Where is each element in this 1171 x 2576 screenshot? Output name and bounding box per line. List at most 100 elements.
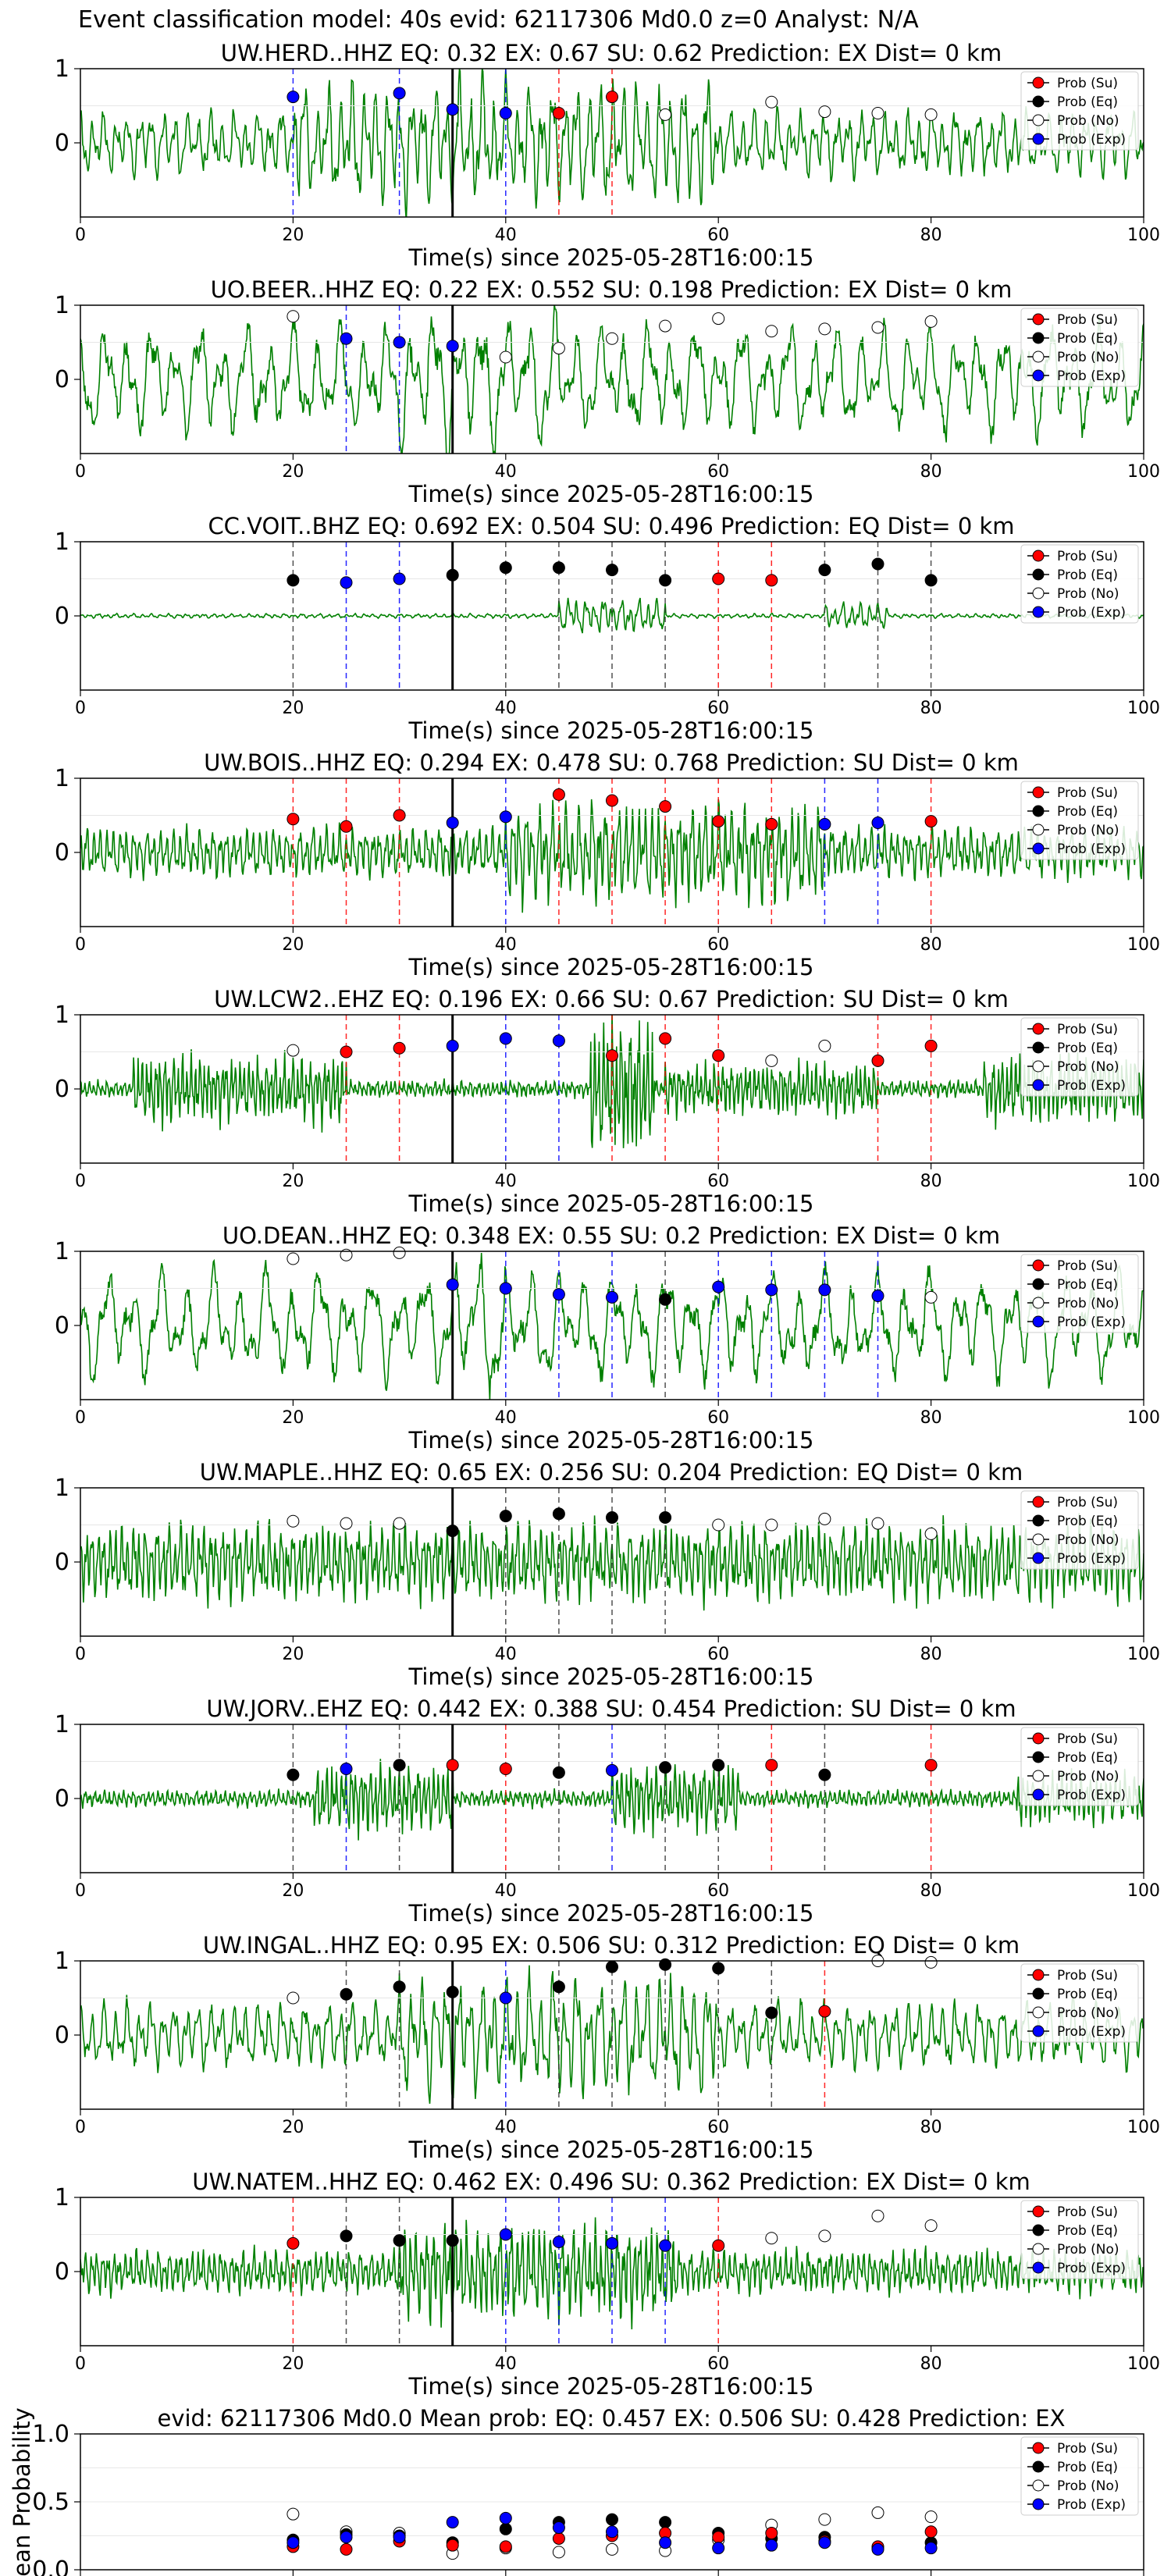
- legend: Prob (Su) Prob (Eq) Prob (No) Prob (Exp): [1020, 1254, 1139, 1333]
- mean-marker-no: [606, 2542, 618, 2556]
- prob-marker-exp: [606, 1763, 618, 1777]
- x-tick-label: 40: [495, 935, 517, 955]
- mean-marker-eq: [606, 2513, 618, 2526]
- prob-marker-exp: [606, 2236, 618, 2250]
- legend-marker: [1032, 2479, 1045, 2492]
- x-tick-label: 40: [495, 226, 517, 245]
- x-tick-label: 0: [75, 1172, 86, 1191]
- legend-marker: [1032, 1060, 1045, 1073]
- legend: Prob (Su) Prob (Eq) Prob (No) Prob (Exp): [1020, 308, 1139, 387]
- x-tick-label: 0: [75, 1408, 86, 1428]
- mean-marker-exp: [871, 2542, 884, 2556]
- x-tick-label: 100: [1127, 1881, 1160, 1901]
- legend-label: Prob (No): [1057, 1532, 1119, 1548]
- legend: Prob (Su) Prob (Eq) Prob (No) Prob (Exp): [1020, 2436, 1139, 2516]
- prob-marker-su: [924, 1039, 938, 1052]
- x-tick-label: 60: [707, 1881, 729, 1901]
- mean-marker-su: [499, 2540, 512, 2553]
- x-tick-label: 80: [920, 226, 942, 245]
- prob-marker-no: [287, 1044, 300, 1057]
- station-panel-3: UW.BOIS..HHZ EQ: 0.294 EX: 0.478 SU: 0.7…: [55, 749, 1160, 980]
- legend-label: Prob (Eq): [1057, 94, 1118, 110]
- legend-label: Prob (Exp): [1057, 2497, 1126, 2513]
- station-panel-4: UW.LCW2..EHZ EQ: 0.196 EX: 0.66 SU: 0.67…: [55, 986, 1160, 1217]
- legend-label: Prob (Eq): [1057, 568, 1118, 583]
- prob-marker-exp: [712, 1280, 725, 1293]
- mean-marker-exp: [499, 2511, 512, 2524]
- x-tick-label: 60: [707, 1645, 729, 1664]
- y-tick-label: 0: [55, 366, 69, 393]
- x-tick-label: 20: [282, 1881, 304, 1901]
- legend-label: Prob (Eq): [1057, 1514, 1118, 1529]
- prob-marker-su: [712, 815, 725, 828]
- x-tick-label: 20: [282, 462, 304, 482]
- prob-marker-no: [871, 1517, 884, 1530]
- legend-marker: [1032, 1278, 1045, 1290]
- legend: Prob (Su) Prob (Eq) Prob (No) Prob (Exp): [1020, 1727, 1139, 1806]
- y-tick-label: 0: [55, 130, 69, 157]
- legend-frame: [1020, 308, 1139, 387]
- y-tick-label: 0: [55, 2022, 69, 2049]
- prob-marker-su: [712, 572, 725, 585]
- x-axis-label: Time(s) since 2025-05-28T16:00:15: [408, 2137, 814, 2163]
- x-axis-label: Time(s) since 2025-05-28T16:00:15: [408, 244, 814, 271]
- prob-marker-exp: [818, 817, 831, 831]
- y-tick-label: 0.0: [32, 2556, 69, 2576]
- x-tick-label: 40: [495, 2354, 517, 2374]
- prob-marker-su: [340, 820, 353, 833]
- x-tick-label: 100: [1127, 1408, 1160, 1428]
- legend: Prob (Su) Prob (Eq) Prob (No) Prob (Exp): [1020, 781, 1139, 860]
- y-tick-label: 1: [55, 1002, 69, 1029]
- prob-marker-exp: [499, 107, 512, 119]
- legend-frame: [1020, 781, 1139, 860]
- legend-label: Prob (No): [1057, 2242, 1119, 2258]
- prob-marker-eq: [552, 1766, 565, 1779]
- prob-marker-eq: [340, 2229, 353, 2243]
- x-tick-label: 40: [495, 2118, 517, 2137]
- panel-title: UO.DEAN..HHZ EQ: 0.348 EX: 0.55 SU: 0.2 …: [222, 1222, 1000, 1249]
- legend-marker: [1032, 587, 1045, 600]
- legend-marker: [1032, 1788, 1045, 1801]
- x-tick-label: 100: [1127, 935, 1160, 955]
- prob-marker-exp: [499, 1991, 512, 2005]
- legend-marker: [1032, 1969, 1045, 1981]
- x-tick-label: 80: [920, 462, 942, 482]
- x-tick-label: 20: [282, 935, 304, 955]
- prob-marker-exp: [446, 1039, 459, 1052]
- prob-marker-su: [765, 1759, 778, 1772]
- prob-marker-eq: [606, 1960, 618, 1973]
- prob-marker-su: [393, 809, 406, 822]
- legend-marker: [1032, 2224, 1045, 2236]
- legend-label: Prob (Exp): [1057, 132, 1126, 148]
- station-panel-6: UW.MAPLE..HHZ EQ: 0.65 EX: 0.256 SU: 0.2…: [55, 1459, 1160, 1690]
- x-tick-label: 20: [282, 1408, 304, 1428]
- prob-marker-no: [659, 319, 672, 333]
- station-panel-8: UW.INGAL..HHZ EQ: 0.95 EX: 0.506 SU: 0.3…: [55, 1932, 1160, 2163]
- y-tick-label: 0: [55, 1785, 69, 1813]
- prob-marker-eq: [659, 1958, 672, 1971]
- legend-label: Prob (No): [1057, 113, 1119, 129]
- prob-marker-exp: [340, 1763, 353, 1775]
- prob-marker-exp: [499, 1282, 512, 1295]
- prob-marker-no: [765, 1054, 778, 1067]
- legend-frame: [1020, 1017, 1139, 1097]
- legend-marker: [1032, 2498, 1045, 2510]
- prob-marker-no: [818, 105, 831, 119]
- legend-frame: [1020, 1963, 1139, 2043]
- x-tick-label: 100: [1127, 699, 1160, 718]
- legend-label: Prob (No): [1057, 586, 1119, 602]
- legend-frame: [1020, 1254, 1139, 1333]
- x-tick-label: 80: [920, 2118, 942, 2137]
- y-tick-label: 1: [55, 1948, 69, 1975]
- prob-marker-su: [606, 794, 618, 807]
- x-tick-label: 0: [75, 699, 86, 718]
- legend-marker: [1032, 824, 1045, 836]
- prob-marker-eq: [552, 1507, 565, 1521]
- y-tick-label: 0: [55, 1312, 69, 1340]
- x-axis-label: Time(s) since 2025-05-28T16:00:15: [408, 954, 814, 980]
- prob-marker-exp: [552, 1288, 565, 1301]
- x-tick-label: 40: [495, 699, 517, 718]
- legend-label: Prob (Su): [1057, 2204, 1118, 2220]
- station-panel-0: UW.HERD..HHZ EQ: 0.32 EX: 0.67 SU: 0.62 …: [55, 40, 1160, 271]
